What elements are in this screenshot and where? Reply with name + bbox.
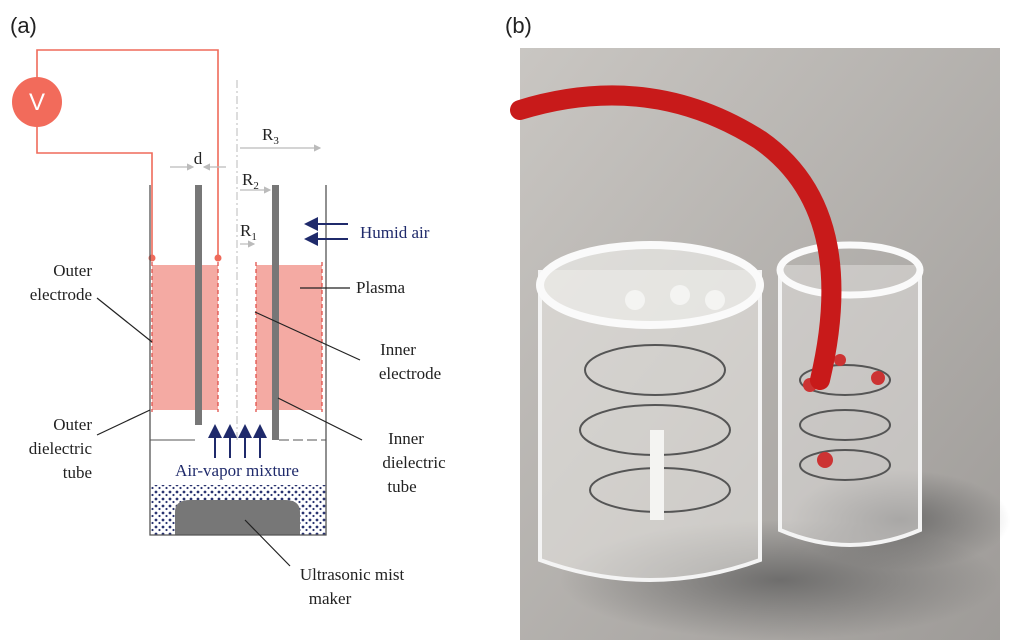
photo [520, 48, 1010, 640]
figure: (a) V d R3 R2 R1 Humid air Air-vapor mix… [0, 0, 1014, 640]
panel-label: (b) [505, 13, 532, 38]
label: maker [309, 589, 352, 608]
label: Air-vapor mixture [175, 461, 299, 480]
dimension-label: d [194, 149, 203, 168]
text: R [262, 125, 274, 144]
panel-label: (a) [10, 13, 37, 38]
diagram: V [12, 50, 362, 566]
label: Inner [380, 340, 416, 359]
dimension-label: R2 [242, 170, 259, 192]
text: 3 [273, 135, 279, 147]
label: Outer [53, 261, 92, 280]
text: R [242, 170, 254, 189]
text: 1 [251, 231, 257, 243]
label: tube [63, 463, 92, 482]
label: dielectric [29, 439, 93, 458]
label: electrode [30, 285, 92, 304]
label: electrode [379, 364, 441, 383]
label: Ultrasonic mist [300, 565, 405, 584]
voltmeter-label: V [29, 89, 45, 116]
label: dielectric [382, 453, 446, 472]
label: tube [387, 477, 416, 496]
label: Plasma [356, 278, 406, 297]
dimension-label: R3 [262, 125, 279, 147]
label: Inner [388, 429, 424, 448]
text: 2 [253, 180, 259, 192]
text: R [240, 221, 252, 240]
label: Humid air [360, 223, 430, 242]
label: Outer [53, 415, 92, 434]
dimension-label: R1 [240, 221, 257, 243]
